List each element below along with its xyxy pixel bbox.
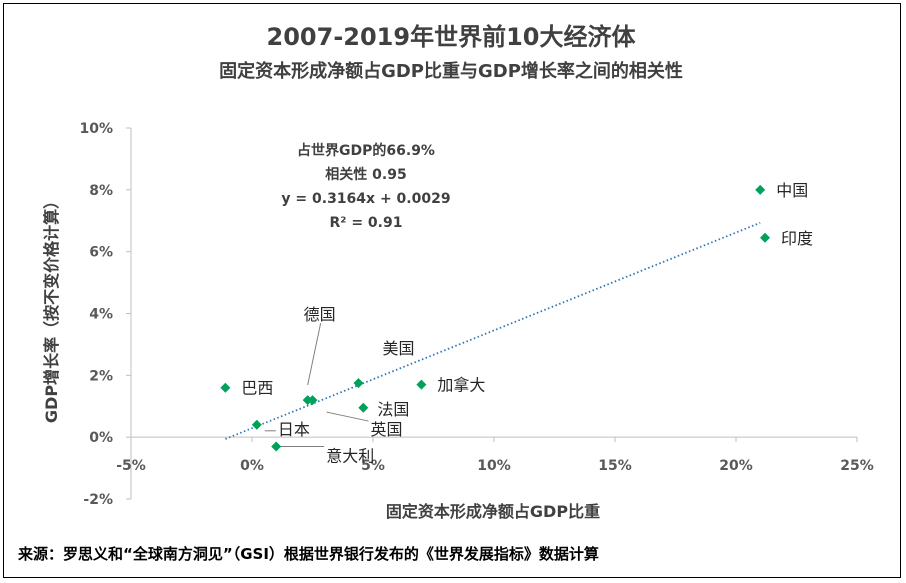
x-tick-label: 25%: [840, 458, 874, 474]
source-note: 来源：罗思义和“全球南方洞见”（GSI）根据世界银行发布的《世界发展指标》数据计…: [17, 545, 599, 563]
y-tick-label: 2%: [89, 368, 113, 384]
data-point: [755, 184, 766, 195]
y-axis-label: GDP增长率（按不变价格计算）: [42, 193, 61, 423]
stats-annotation: 占世界GDP的66.9% 相关性 0.95 y = 0.3164x + 0.00…: [281, 142, 450, 231]
data-label: 加拿大: [437, 376, 485, 395]
data-point: [760, 232, 771, 243]
data-label: 德国: [304, 305, 336, 324]
data-label: 中国: [776, 181, 808, 200]
x-tick-label: 10%: [477, 458, 511, 474]
chart-subtitle: 固定资本形成净额占GDP比重与GDP增长率之间的相关性: [219, 60, 683, 82]
data-point: [307, 395, 318, 406]
y-tick-label: 8%: [89, 183, 113, 199]
data-label: 印度: [781, 229, 813, 248]
data-point: [416, 379, 427, 390]
data-point: [220, 382, 231, 393]
data-label: 意大利: [326, 446, 374, 465]
trendline: [225, 221, 761, 440]
x-axis-label: 固定资本形成净额占GDP比重: [386, 502, 600, 521]
data-label: 英国: [371, 420, 403, 439]
data-label: 美国: [382, 339, 414, 358]
annotation-share: 占世界GDP的66.9%: [297, 142, 435, 159]
x-tick-label: 0%: [240, 458, 264, 474]
y-tick-label: 0%: [89, 430, 113, 446]
y-tick-label: 6%: [89, 245, 113, 261]
x-tick-label: -5%: [116, 458, 146, 474]
x-tick-label: 5%: [361, 458, 385, 474]
x-tick-label: 15%: [598, 458, 632, 474]
data-point: [271, 441, 282, 452]
data-label: 法国: [377, 400, 409, 419]
annotation-equation: y = 0.3164x + 0.0029: [281, 191, 450, 207]
label-leader-line: [326, 411, 369, 422]
data-label: 巴西: [241, 379, 273, 398]
annotation-r-squared: R² = 0.91: [330, 215, 403, 231]
data-point: [251, 419, 262, 430]
data-point: [353, 378, 364, 389]
annotation-correlation: 相关性 0.95: [325, 166, 406, 183]
chart-title: 2007-2019年世界前10大经济体: [267, 23, 637, 51]
y-tick-label: -2%: [83, 492, 113, 508]
chart-frame: 2007-2019年世界前10大经济体 固定资本形成净额占GDP比重与GDP增长…: [3, 3, 901, 578]
scatter-chart: 2007-2019年世界前10大经济体 固定资本形成净额占GDP比重与GDP增长…: [17, 23, 874, 563]
data-point: [358, 402, 369, 413]
label-leader-line: [307, 322, 322, 386]
x-tick-label: 20%: [719, 458, 753, 474]
data-label: 日本: [278, 420, 310, 439]
y-tick-label: 10%: [79, 121, 113, 137]
y-tick-label: 4%: [89, 307, 113, 323]
